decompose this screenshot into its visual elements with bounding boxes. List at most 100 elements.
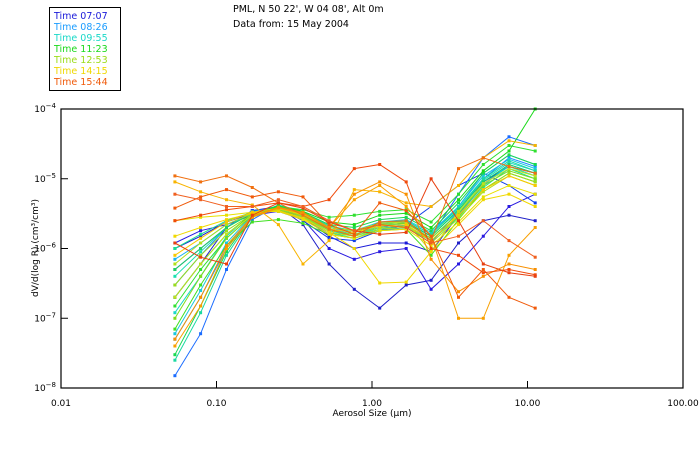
data-point <box>457 295 460 299</box>
data-point <box>173 327 177 331</box>
data-point <box>429 205 433 208</box>
data-point <box>481 188 485 192</box>
data-point <box>507 174 511 178</box>
data-point <box>429 278 433 282</box>
y-tick-label: 10−5 <box>34 172 56 185</box>
data-point <box>481 195 485 199</box>
data-point <box>378 213 382 217</box>
legend-item: Time 09:55 <box>54 33 108 44</box>
data-point <box>301 213 305 217</box>
data-point <box>199 268 203 271</box>
data-point <box>199 190 203 194</box>
data-point <box>352 192 356 196</box>
data-point <box>276 201 280 205</box>
data-point <box>457 234 460 238</box>
x-axis-title: Aerosol Size (µm) <box>333 409 412 419</box>
data-point <box>327 239 331 243</box>
data-point <box>481 171 485 175</box>
data-point <box>301 205 305 208</box>
data-point <box>199 232 203 236</box>
data-point <box>352 229 356 233</box>
data-point <box>533 165 537 168</box>
data-point <box>327 215 331 219</box>
data-point <box>378 229 382 233</box>
data-point <box>352 236 356 240</box>
data-point <box>199 332 203 336</box>
data-point <box>457 184 460 187</box>
data-point <box>533 171 537 175</box>
data-point <box>404 192 408 196</box>
data-point <box>378 306 382 310</box>
data-point <box>507 295 511 299</box>
series <box>173 192 537 285</box>
data-point <box>173 234 177 238</box>
data-point <box>225 198 228 202</box>
data-point <box>225 262 228 266</box>
data-point <box>404 226 408 229</box>
data-point <box>250 195 254 199</box>
data-point <box>404 283 408 287</box>
data-point <box>199 213 203 217</box>
data-point <box>429 287 433 291</box>
data-point <box>481 186 485 189</box>
data-point <box>199 234 203 238</box>
data-point <box>507 268 511 271</box>
data-point <box>327 230 331 234</box>
data-point <box>378 220 382 224</box>
data-point <box>250 186 254 189</box>
data-point <box>457 198 460 202</box>
data-point <box>481 268 485 271</box>
data-point <box>199 226 203 229</box>
data-point <box>173 311 177 315</box>
data-point <box>404 219 408 223</box>
data-point <box>457 316 460 320</box>
data-point <box>429 226 433 229</box>
data-point <box>173 283 177 287</box>
data-point <box>507 169 511 173</box>
x-tick-label: 1.00 <box>362 399 382 409</box>
data-point <box>429 239 433 243</box>
data-point <box>225 188 228 192</box>
data-point <box>173 358 177 362</box>
data-point <box>481 271 485 275</box>
data-point <box>533 219 537 223</box>
data-point <box>533 255 537 259</box>
legend-item: Time 12:53 <box>54 55 108 66</box>
data-point <box>429 229 433 233</box>
data-point <box>507 149 511 153</box>
data-point <box>173 247 177 250</box>
series-layer <box>173 107 537 378</box>
data-point <box>481 262 485 266</box>
data-point <box>378 190 382 194</box>
data-point <box>352 287 356 291</box>
data-point <box>457 241 460 245</box>
data-point <box>429 244 433 248</box>
data-point <box>404 205 408 208</box>
data-point <box>199 304 203 308</box>
data-point <box>457 216 460 220</box>
data-point <box>378 250 382 254</box>
data-point <box>481 219 485 223</box>
plot-frame <box>60 108 684 389</box>
data-point <box>173 274 177 278</box>
legend: Time 07:07 Time 08:26 Time 09:55 Time 11… <box>49 7 121 91</box>
data-point <box>301 206 305 210</box>
data-point <box>457 201 460 205</box>
data-point <box>507 144 511 147</box>
data-point <box>199 229 203 233</box>
data-point <box>378 241 382 245</box>
data-point <box>199 289 203 292</box>
data-point <box>533 169 537 173</box>
data-point <box>173 206 177 210</box>
data-point <box>481 198 485 202</box>
series <box>173 139 537 266</box>
legend-item: Time 14:15 <box>54 66 108 77</box>
data-point <box>352 167 356 171</box>
data-point <box>225 268 228 271</box>
data-point <box>225 232 228 236</box>
data-point <box>173 253 177 257</box>
data-point <box>173 257 177 261</box>
data-point <box>429 220 433 224</box>
data-point <box>276 198 280 202</box>
data-point <box>481 169 485 173</box>
